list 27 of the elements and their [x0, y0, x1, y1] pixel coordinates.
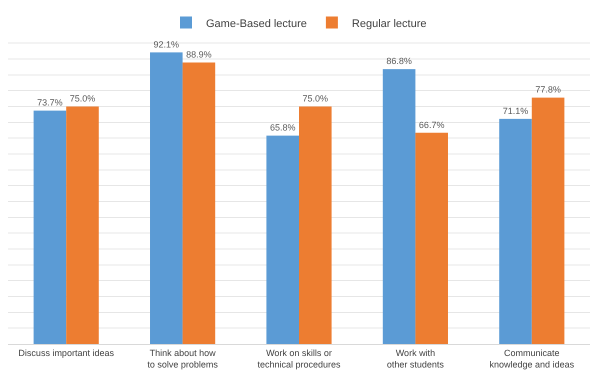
bar	[499, 118, 532, 344]
bar	[532, 98, 564, 344]
x-tick-label: Communicate knowledge and ideas	[490, 348, 575, 370]
data-label: 86.8%	[386, 56, 412, 66]
data-label: 77.8%	[535, 84, 561, 95]
data-label: 66.7%	[418, 120, 444, 130]
data-label: 75.0%	[302, 94, 328, 104]
data-label: 88.9%	[186, 49, 212, 60]
bar	[182, 62, 216, 344]
bar	[66, 106, 99, 344]
data-label: 71.1%	[502, 106, 528, 116]
legend-label: Regular lecture	[352, 18, 426, 30]
x-tick-label: Work on skills or technical procedures	[257, 348, 342, 370]
bar	[299, 106, 332, 344]
bar	[34, 110, 66, 344]
x-tick-label: Think about how to solve problems	[147, 348, 218, 370]
data-label: 75.0%	[70, 94, 96, 104]
bar	[150, 52, 183, 344]
bar	[266, 136, 299, 344]
data-label: 92.1%	[154, 39, 180, 50]
data-label: 65.8%	[270, 122, 296, 133]
bar	[415, 132, 448, 344]
bar	[382, 69, 416, 344]
x-tick-label: Work with other students	[386, 348, 444, 370]
legend-label: Game-Based lecture	[206, 18, 307, 30]
data-label: 73.7%	[37, 98, 63, 108]
x-tick-label: Discuss important ideas	[18, 348, 114, 358]
